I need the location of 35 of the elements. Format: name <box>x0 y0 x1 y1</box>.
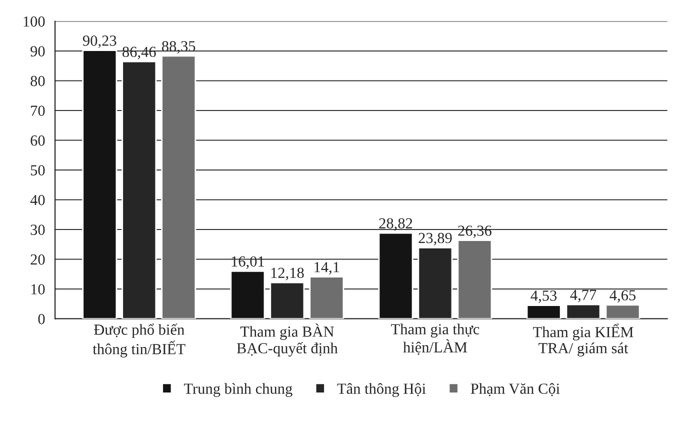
x-tick-label: Tham gia thực hiện/LÀM <box>391 324 480 355</box>
legend-label: Phạm Văn Cội <box>470 383 560 396</box>
data-label: 12,18 <box>271 268 304 280</box>
y-tick-label: 10 <box>31 284 45 294</box>
y-tick-label: 30 <box>30 224 45 235</box>
data-label: 4,77 <box>570 290 596 302</box>
bar <box>309 276 344 319</box>
y-tick-label: 70 <box>31 106 45 116</box>
y-tick-label: 20 <box>30 254 45 265</box>
bar <box>378 232 414 319</box>
data-label: 16,01 <box>232 256 264 269</box>
legend-label: Trung bình chung <box>184 383 292 397</box>
bar <box>82 50 118 319</box>
x-tick-label: Được phổ biến thông tin/BIẾT <box>92 324 186 358</box>
data-label: 4,53 <box>530 290 557 303</box>
bar <box>161 55 196 319</box>
data-label: 14,1 <box>314 262 340 275</box>
y-tick-label: 90 <box>30 46 45 56</box>
bar <box>457 240 492 319</box>
data-label: 28,82 <box>379 218 412 231</box>
y-tick-label: 80 <box>30 76 45 86</box>
data-label: 90,23 <box>82 36 116 48</box>
legend-label: Tân thông Hội <box>337 383 426 397</box>
data-label: 23,89 <box>418 232 452 246</box>
y-tick-label: 100 <box>24 16 45 27</box>
y-tick-label: 50 <box>30 165 45 176</box>
bar <box>230 270 266 319</box>
y-tick-label: 60 <box>30 135 45 146</box>
data-label: 4,65 <box>610 290 636 303</box>
x-tick-label: Tham gia BÀN BẠC-quyết định <box>236 324 338 357</box>
bar <box>526 304 562 319</box>
bar <box>605 304 640 319</box>
y-tick-label: 0 <box>38 314 45 324</box>
x-tick-label: Tham gia KIỂM TRA/ giám sát <box>533 324 634 356</box>
y-tick-label: 40 <box>30 194 45 206</box>
